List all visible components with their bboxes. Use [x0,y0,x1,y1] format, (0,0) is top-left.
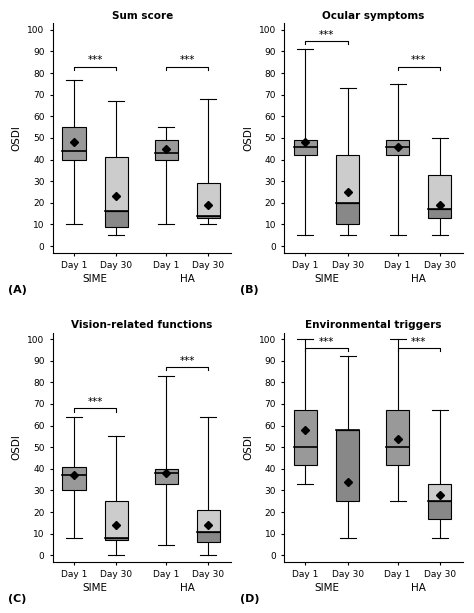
Bar [336,430,359,501]
Bar [197,510,220,531]
Text: HA: HA [180,274,195,284]
Text: ***: *** [319,29,334,39]
Text: ***: *** [87,55,103,66]
Bar [428,501,451,519]
Text: ***: *** [180,356,195,366]
Bar [105,538,128,540]
Bar [197,183,220,216]
Text: SIME: SIME [314,274,339,284]
Bar [63,127,85,159]
Text: ***: *** [411,337,427,346]
Text: (C): (C) [8,594,27,604]
Y-axis label: OSDI: OSDI [243,125,253,151]
Bar [105,501,128,538]
Title: Vision-related functions: Vision-related functions [72,321,213,330]
Text: SIME: SIME [82,584,108,593]
Text: ***: *** [87,397,103,407]
Y-axis label: OSDI: OSDI [12,125,22,151]
Bar [336,203,359,224]
Text: SIME: SIME [314,584,339,593]
Y-axis label: OSDI: OSDI [243,434,253,460]
Bar [428,484,451,501]
Text: SIME: SIME [82,274,108,284]
Bar [197,216,220,218]
Text: ***: *** [319,337,334,346]
Bar [386,411,409,465]
Bar [386,140,409,155]
Title: Ocular symptoms: Ocular symptoms [322,11,425,21]
Text: HA: HA [411,584,426,593]
Text: (D): (D) [240,594,259,604]
Text: (B): (B) [240,284,258,295]
Bar [105,158,128,211]
Y-axis label: OSDI: OSDI [12,434,22,460]
Text: ***: *** [180,55,195,66]
Bar [294,140,317,155]
Bar [336,155,359,203]
Text: HA: HA [411,274,426,284]
Text: (A): (A) [8,284,27,295]
Bar [63,466,85,490]
Bar [155,469,178,484]
Bar [105,211,128,227]
Text: HA: HA [180,584,195,593]
Bar [428,175,451,209]
Title: Sum score: Sum score [111,11,173,21]
Bar [155,140,178,159]
Bar [294,411,317,465]
Bar [197,531,220,543]
Text: ***: *** [411,55,427,66]
Title: Environmental triggers: Environmental triggers [305,321,442,330]
Bar [428,209,451,218]
